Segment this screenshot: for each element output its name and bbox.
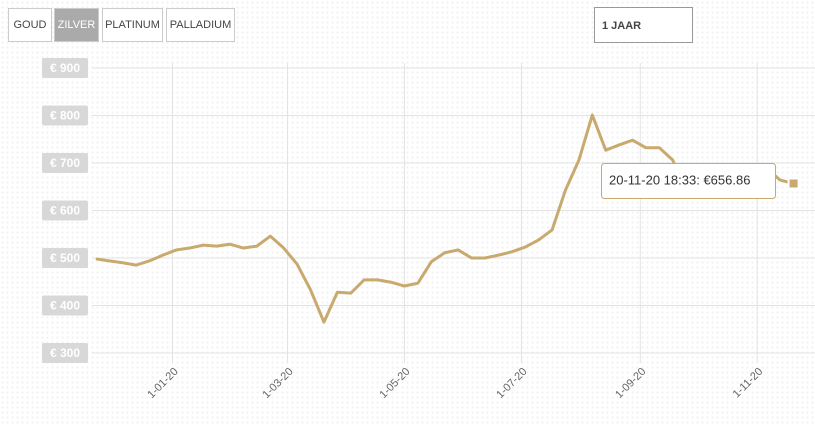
y-tick-label: € 700 — [50, 156, 80, 170]
y-tick-box — [42, 295, 88, 316]
tooltip-box — [601, 163, 776, 199]
period-select[interactable] — [594, 7, 693, 43]
tab-button[interactable] — [8, 8, 52, 42]
y-tick-label: € 900 — [50, 61, 80, 75]
y-tick-box — [42, 200, 88, 221]
tab-label[interactable]: GOUD — [14, 19, 47, 31]
tooltip-text: 20-11-20 18:33: €656.86 — [609, 172, 750, 187]
tab-button[interactable] — [102, 8, 163, 42]
y-tick-box — [42, 58, 88, 78]
hover-marker — [787, 177, 800, 190]
tab-label[interactable]: ZILVER — [58, 19, 96, 31]
y-tick-box — [42, 343, 88, 363]
tab-button[interactable] — [54, 8, 99, 42]
y-tick-box — [42, 248, 88, 268]
y-tick-box — [42, 105, 88, 126]
y-tick-label: € 500 — [50, 251, 80, 265]
y-tick-label: € 300 — [50, 346, 80, 360]
tab-label[interactable]: PLATINUM — [105, 19, 160, 31]
period-label[interactable]: 1 JAAR — [602, 20, 641, 32]
y-tick-label: € 600 — [50, 204, 80, 218]
tab-button[interactable] — [166, 8, 235, 42]
y-tick-label: € 400 — [50, 299, 80, 313]
tab-label[interactable]: PALLADIUM — [170, 19, 232, 31]
y-tick-box — [42, 153, 88, 173]
y-tick-label: € 800 — [50, 109, 80, 123]
